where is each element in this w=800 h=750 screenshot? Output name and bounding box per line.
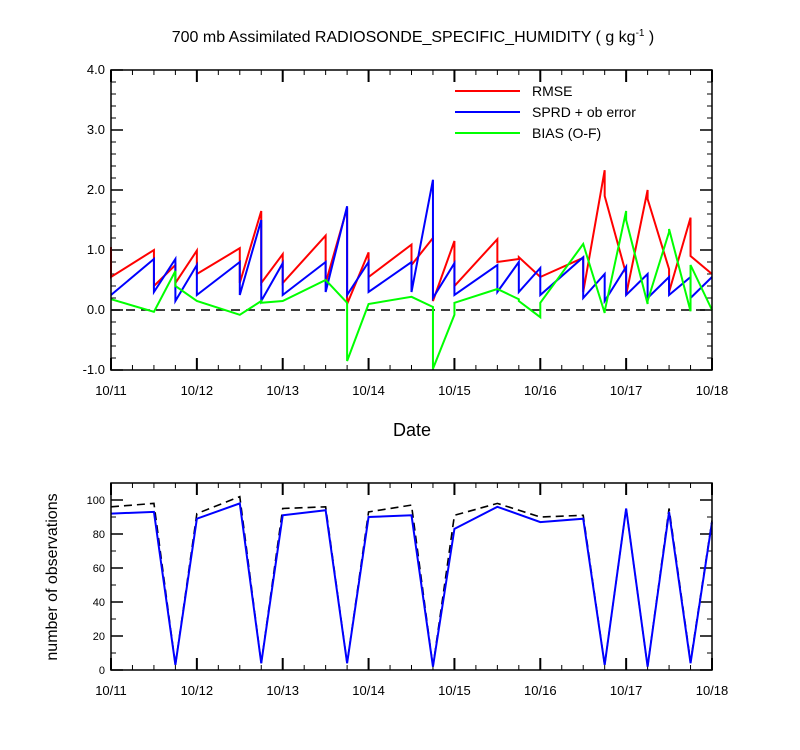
y-tick-label: 100 xyxy=(87,495,105,507)
x-tick-label: 10/13 xyxy=(266,383,299,398)
x-tick-label: 10/12 xyxy=(181,683,214,698)
x-tick-label: 10/16 xyxy=(524,383,557,398)
y-tick-label: 60 xyxy=(93,563,105,575)
series-line-assimilated xyxy=(110,502,713,667)
y-tick-label: 3.0 xyxy=(87,122,105,137)
plot-frame xyxy=(110,69,713,371)
y-tick-label: 0.0 xyxy=(87,302,105,317)
x-tick-label: 10/17 xyxy=(610,683,643,698)
chart-title-suffix: ) xyxy=(644,29,654,46)
x-tick-label: 10/14 xyxy=(352,383,385,398)
y-tick-label: 1.0 xyxy=(87,242,105,257)
x-tick-label: 10/16 xyxy=(524,683,557,698)
x-tick-label: 10/18 xyxy=(696,683,729,698)
legend-label-bias-o-f: BIAS (O-F) xyxy=(532,125,601,141)
x-tick-label: 10/13 xyxy=(266,683,299,698)
plot-frame xyxy=(110,482,713,671)
legend: RMSE SPRD + ob error BIAS (O-F) xyxy=(455,83,636,141)
chart-title-main: 700 mb Assimilated RADIOSONDE_SPECIFIC_H… xyxy=(172,29,636,46)
legend-label-sprd-ob-error: SPRD + ob error xyxy=(532,104,636,120)
top-x-axis-label: Date xyxy=(393,420,431,440)
x-tick-label: 10/14 xyxy=(352,683,385,698)
x-tick-label: 10/17 xyxy=(610,383,643,398)
y-tick-label: 2.0 xyxy=(87,182,105,197)
chart-title-superscript: -1 xyxy=(636,28,645,39)
legend-label-rmse: RMSE xyxy=(532,83,572,99)
series-line-bias-o-f xyxy=(110,210,713,370)
y-tick-label: 4.0 xyxy=(87,62,105,77)
bottom-y-axis-label: number of observations xyxy=(44,493,61,660)
y-tick-label: 20 xyxy=(93,631,105,643)
x-tick-label: 10/18 xyxy=(696,383,729,398)
x-tick-label: 10/15 xyxy=(438,383,471,398)
chart-title: 700 mb Assimilated RADIOSONDE_SPECIFIC_H… xyxy=(172,28,655,46)
x-tick-label: 10/12 xyxy=(181,383,214,398)
x-tick-label: 10/11 xyxy=(95,683,127,698)
y-tick-label: -1.0 xyxy=(83,362,105,377)
y-tick-label: 0 xyxy=(99,665,105,677)
y-tick-label: 40 xyxy=(93,597,105,609)
x-tick-label: 10/11 xyxy=(95,383,127,398)
x-tick-label: 10/15 xyxy=(438,683,471,698)
top-plot: 10/11 10/12 10/13 10/14 10/15 10/16 10/17 10/18… xyxy=(83,62,729,398)
bottom-plot: 10/11 10/12 10/13 10/14 10/15 10/16 10/17 10/18… xyxy=(87,482,729,698)
y-tick-label: 80 xyxy=(93,529,105,541)
series-line-sprd-ob-error xyxy=(110,179,713,305)
